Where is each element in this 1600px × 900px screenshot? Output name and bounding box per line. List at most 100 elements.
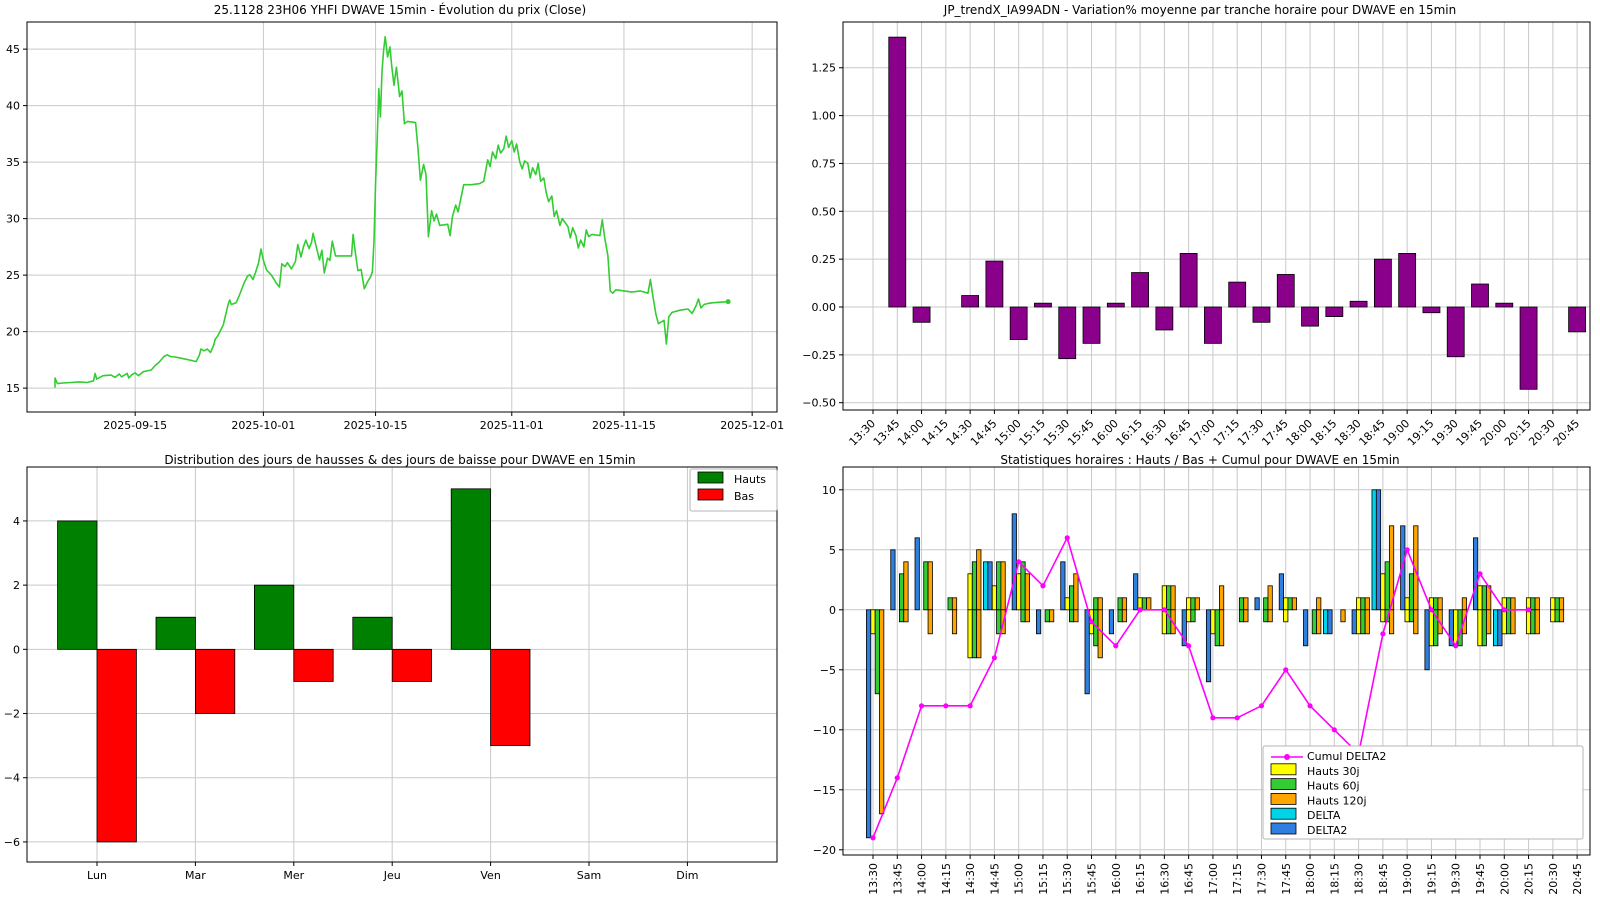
svg-text:2025-10-15: 2025-10-15 bbox=[344, 419, 408, 432]
svg-text:−4: −4 bbox=[4, 772, 20, 785]
bar bbox=[1034, 302, 1052, 308]
svg-text:−15: −15 bbox=[813, 784, 836, 797]
bar bbox=[1181, 609, 1187, 647]
variation-bar-chart: −0.50−0.250.000.250.500.751.001.2513:301… bbox=[802, 21, 1591, 449]
bar bbox=[1340, 609, 1346, 623]
svg-text:14:15: 14:15 bbox=[919, 417, 951, 449]
cumul-marker bbox=[1210, 715, 1216, 721]
bar bbox=[914, 537, 920, 611]
cumul-marker bbox=[870, 835, 876, 841]
bar bbox=[1108, 609, 1114, 635]
legend-box bbox=[1262, 745, 1584, 840]
cumul-marker bbox=[1113, 643, 1119, 649]
svg-text:4: 4 bbox=[13, 515, 20, 528]
svg-text:20:15: 20:15 bbox=[1523, 863, 1536, 895]
bar bbox=[967, 609, 973, 659]
bar bbox=[1422, 306, 1441, 314]
svg-text:17:15: 17:15 bbox=[1231, 863, 1244, 895]
bar bbox=[1554, 597, 1560, 611]
svg-text:25: 25 bbox=[6, 269, 20, 282]
svg-text:2025-09-15: 2025-09-15 bbox=[103, 419, 167, 432]
svg-text:−6: −6 bbox=[4, 836, 20, 849]
svg-text:14:00: 14:00 bbox=[895, 417, 927, 449]
bar bbox=[903, 561, 909, 611]
bar bbox=[1492, 609, 1499, 647]
svg-text:13:30: 13:30 bbox=[867, 863, 880, 895]
svg-text:2025-11-15: 2025-11-15 bbox=[592, 419, 656, 432]
bar bbox=[1068, 585, 1075, 611]
svg-text:19:00: 19:00 bbox=[1381, 417, 1413, 449]
price-line-chart: 15 20 25 30 35 40 45 2025-09-15 2025-10-01 2025-1… bbox=[6, 21, 784, 432]
svg-text:13:45: 13:45 bbox=[871, 417, 903, 449]
bar bbox=[1473, 537, 1479, 611]
bar bbox=[1011, 513, 1017, 611]
svg-text:16:15: 16:15 bbox=[1134, 863, 1147, 895]
bar bbox=[1287, 597, 1293, 611]
svg-text:15:15: 15:15 bbox=[1016, 417, 1048, 449]
svg-text:Ven: Ven bbox=[480, 869, 500, 882]
legend-swatch bbox=[1270, 822, 1297, 835]
bar bbox=[912, 306, 931, 323]
bar bbox=[293, 648, 334, 682]
bar bbox=[1186, 597, 1192, 611]
bar bbox=[1495, 302, 1514, 308]
bar bbox=[1093, 597, 1099, 611]
svg-text:19:45: 19:45 bbox=[1454, 417, 1486, 449]
bar bbox=[1327, 609, 1333, 635]
bar bbox=[1371, 489, 1377, 611]
bar bbox=[1506, 597, 1512, 611]
svg-text:18:00: 18:00 bbox=[1304, 863, 1317, 895]
cumul-marker bbox=[1016, 559, 1022, 565]
bar bbox=[1303, 609, 1309, 647]
svg-text:15:00: 15:00 bbox=[992, 417, 1024, 449]
cumul-marker bbox=[943, 703, 949, 709]
svg-text:19:45: 19:45 bbox=[1474, 863, 1487, 895]
cumul-marker bbox=[967, 703, 973, 709]
svg-text:Bas: Bas bbox=[734, 490, 754, 503]
bar bbox=[996, 609, 1002, 635]
cumul-marker bbox=[1380, 631, 1386, 637]
svg-text:15: 15 bbox=[6, 382, 20, 395]
bar bbox=[1364, 597, 1370, 611]
svg-text:18:45: 18:45 bbox=[1377, 863, 1390, 895]
legend-marker bbox=[1284, 754, 1290, 760]
cumul-marker bbox=[1525, 607, 1532, 613]
plot-border bbox=[842, 466, 1591, 856]
bas-bars bbox=[96, 648, 531, 843]
svg-text:17:30: 17:30 bbox=[1235, 417, 1267, 449]
svg-text:16:45: 16:45 bbox=[1162, 417, 1194, 449]
bar bbox=[1097, 609, 1103, 659]
bar bbox=[967, 573, 973, 611]
grid bbox=[27, 22, 777, 412]
bar bbox=[1558, 609, 1565, 623]
bar bbox=[1238, 609, 1245, 623]
bar bbox=[1380, 573, 1386, 611]
bar bbox=[1408, 609, 1415, 623]
bar bbox=[1020, 609, 1026, 623]
cumul-marker bbox=[1088, 619, 1095, 625]
bar bbox=[1278, 573, 1284, 611]
svg-text:Hauts 30j: Hauts 30j bbox=[1307, 765, 1360, 778]
bar bbox=[1219, 609, 1225, 647]
bar bbox=[947, 597, 953, 611]
svg-text:Cumul DELTA2: Cumul DELTA2 bbox=[1307, 750, 1386, 763]
bar bbox=[1267, 585, 1273, 611]
cumul-marker bbox=[1258, 703, 1265, 709]
bar bbox=[1117, 609, 1123, 623]
bar bbox=[1375, 489, 1382, 611]
bar bbox=[985, 260, 1004, 308]
bar bbox=[1155, 306, 1174, 331]
svg-text:−0.25: −0.25 bbox=[802, 349, 836, 362]
bar bbox=[983, 561, 989, 611]
bar bbox=[1486, 609, 1492, 635]
svg-text:20:00: 20:00 bbox=[1498, 863, 1511, 895]
svg-text:−2: −2 bbox=[4, 708, 20, 721]
bar bbox=[57, 520, 98, 650]
cumul-marker bbox=[991, 655, 997, 661]
svg-text:Hauts 120j: Hauts 120j bbox=[1307, 794, 1367, 807]
svg-text:18:15: 18:15 bbox=[1328, 863, 1341, 895]
svg-text:15:45: 15:45 bbox=[1065, 417, 1097, 449]
bar bbox=[1530, 609, 1536, 635]
bar bbox=[976, 549, 982, 611]
